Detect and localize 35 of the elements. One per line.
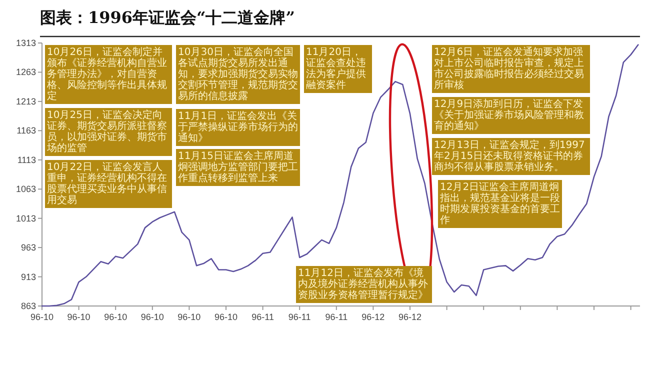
y-tick-label: 1013: [16, 213, 36, 224]
line-series: [41, 44, 639, 307]
y-tick-label: 1313: [16, 38, 36, 48]
annotation: 10月26日，证监会制定并颁布《证券经营机构自营业务管理办法》，对自营资格、风险控制等作出具体规定: [45, 45, 172, 104]
annotation: 12月13日，证监会规定，到1997年2月15日还未取得资格证书的券商均不得从事股票承销业务。: [432, 138, 590, 175]
annotation: 12月2日证监会主席周道炯指出，规范基金业将是一段时期发展投资基金的首要工作: [438, 180, 562, 228]
y-tick-label: 1163: [16, 126, 36, 136]
annotation: 11月1日，证监会发出《关于严禁操纵证券市场行为的通知》: [176, 109, 300, 146]
annotation: 10月22日，证监会发言人重申，证券经营机构不得在股票代理买卖业务中从事信用交易: [45, 160, 172, 208]
y-tick-label: 963: [20, 242, 36, 253]
annotation: 11月20日，证监会查处违法为客户提供融资案件: [304, 45, 372, 93]
annotation: 10月25日，证监会决定向证券、期货交易所派驻督察员，以加强对证券、期货市场的监管: [45, 108, 172, 156]
annotation: 12月9日添加到日历，证监会下发《关于加强证券市场风险管理和教育的通知》: [432, 97, 590, 134]
y-tick-label: 1063: [16, 184, 36, 194]
chart-title: 图表：1996年证监会“十二道金牌”: [40, 8, 295, 29]
x-tick-label: 96-10: [30, 312, 54, 322]
y-tick-label: 1113: [17, 154, 36, 165]
y-tick-label: 1213: [16, 96, 36, 106]
x-tick-label: 96-10: [140, 312, 164, 322]
x-tick-label: 96-10: [67, 312, 90, 322]
x-tick-label: 96-11: [325, 312, 348, 322]
x-tick-label: 96-10: [214, 312, 238, 322]
annotation: 12月6日，证监会发通知要求加强对上市公司临时报告审查，规定上市公司披露临时报告必须经过交易所审核: [432, 45, 590, 93]
x-tick-label: 96-10: [178, 312, 201, 322]
x-tick-label: 96-11: [288, 312, 311, 322]
y-tick-label: 1263: [16, 67, 36, 78]
x-tick-label: 96-12: [362, 312, 385, 322]
annotation: 11月15日证监会主席周道炯强调地方监管部门要把工作重点转移到监管上来: [176, 149, 300, 186]
annotation: 11月12日，证监会发布《境内及境外证券经营机构从事外资股业务资格管理暂行规定》: [296, 266, 432, 303]
y-tick-label: 863: [20, 301, 36, 311]
x-tick-label: 96-12: [398, 312, 422, 322]
x-tick-label: 96-10: [104, 312, 128, 322]
y-tick-label: 913: [20, 272, 36, 282]
annotation: 10月30日，证监会向全国各试点期货交易所发出通知，要求加强期货交易实物交割环节管理，规范期货交易所的信息披露: [176, 45, 300, 104]
x-tick-label: 96-11: [252, 312, 274, 322]
